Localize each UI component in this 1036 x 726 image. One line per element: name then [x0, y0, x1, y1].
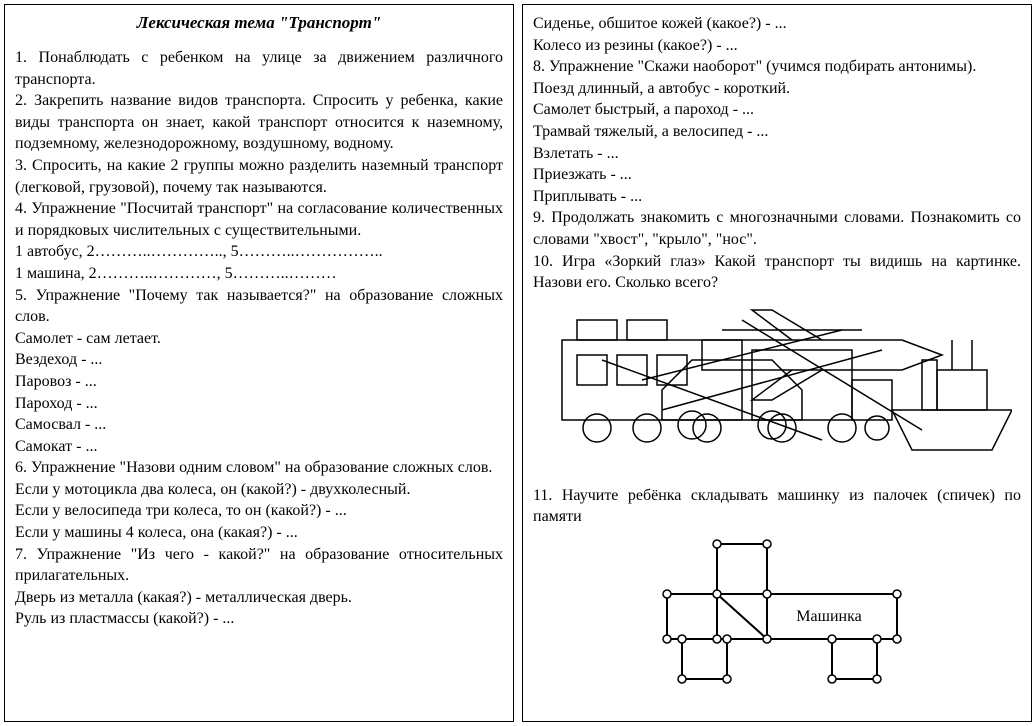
exercise-6-line-b: Если у велосипеда три колеса, то он (как… — [15, 500, 503, 522]
exercise-8-line-f: Приплывать - ... — [533, 186, 1021, 208]
exercise-8-line-a: Поезд длинный, а автобус - короткий. — [533, 78, 1021, 100]
exercise-7-line-a: Дверь из металла (какая?) - металлическа… — [15, 587, 503, 609]
exercise-6-line-a: Если у мотоцикла два колеса, он (какой?)… — [15, 479, 503, 501]
exercise-4-line-a: 1 автобус, 2………..………….., 5………..…………….. — [15, 241, 503, 263]
exercise-9: 9. Продолжать знакомить с многозначными … — [533, 207, 1021, 250]
exercise-5-line-d: Пароход - ... — [15, 393, 503, 415]
exercise-4-line-b: 1 машина, 2………..…………, 5………..……… — [15, 263, 503, 285]
topic-title: Лексическая тема "Транспорт" — [15, 13, 503, 33]
exercise-2: 2. Закрепить название видов транспорта. … — [15, 90, 503, 155]
overlapped-transport-svg — [542, 300, 1012, 470]
exercise-5-line-a: Самолет - сам летает. — [15, 328, 503, 350]
left-column: Лексическая тема "Транспорт" 1. Понаблюд… — [4, 4, 514, 722]
right-line-1: Сиденье, обшитое кожей (какое?) - ... — [533, 13, 1021, 35]
matchstick-car-svg: Машинка — [597, 534, 957, 684]
exercise-5-line-b: Вездеход - ... — [15, 349, 503, 371]
exercise-8-line-d: Взлетать - ... — [533, 143, 1021, 165]
exercise-10: 10. Игра «Зоркий глаз» Какой транспорт т… — [533, 251, 1021, 294]
exercise-8-line-c: Трамвай тяжелый, а велосипед - ... — [533, 121, 1021, 143]
right-line-2: Колесо из резины (какое?) - ... — [533, 35, 1021, 57]
exercise-5-line-f: Самокат - ... — [15, 436, 503, 458]
exercise-7-line-b: Руль из пластмассы (какой?) - ... — [15, 608, 503, 630]
exercise-8-line-e: Приезжать - ... — [533, 164, 1021, 186]
exercise-6-line-c: Если у машины 4 колеса, она (какая?) - .… — [15, 522, 503, 544]
exercise-7: 7. Упражнение "Из чего - какой?" на обра… — [15, 544, 503, 587]
exercise-5-line-e: Самосвал - ... — [15, 414, 503, 436]
exercise-1: 1. Понаблюдать с ребенком на улице за дв… — [15, 47, 503, 90]
exercise-8: 8. Упражнение "Скажи наоборот" (учимся п… — [533, 56, 1021, 78]
overlapped-transport-figure — [533, 300, 1021, 475]
exercise-5-line-c: Паровоз - ... — [15, 371, 503, 393]
matchstick-label: Машинка — [796, 608, 861, 625]
exercise-6: 6. Упражнение "Назови одним словом" на о… — [15, 457, 503, 479]
exercise-11: 11. Научите ребёнка складывать машинку и… — [533, 485, 1021, 528]
matchstick-car-figure: Машинка — [533, 534, 1021, 689]
exercise-3: 3. Спросить, на какие 2 группы можно раз… — [15, 155, 503, 198]
exercise-4: 4. Упражнение "Посчитай транспорт" на со… — [15, 198, 503, 241]
right-column: Сиденье, обшитое кожей (какое?) - ... Ко… — [522, 4, 1032, 722]
exercise-5: 5. Упражнение "Почему так называется?" н… — [15, 285, 503, 328]
exercise-8-line-b: Самолет быстрый, а пароход - ... — [533, 99, 1021, 121]
